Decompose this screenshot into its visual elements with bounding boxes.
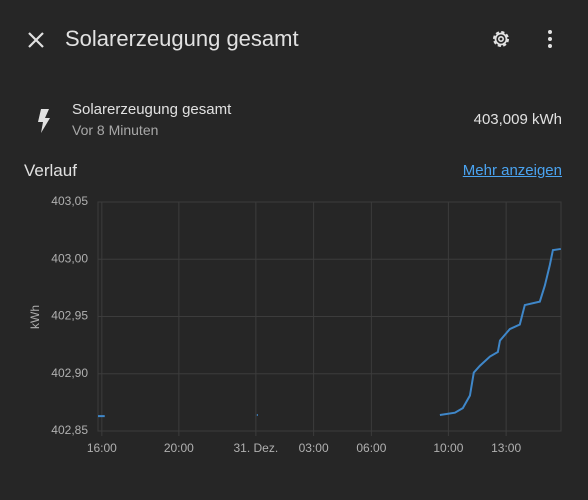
data-line (98, 247, 561, 418)
y-tick-label: 402,95 (51, 309, 88, 323)
y-tick-label: 402,90 (51, 366, 88, 380)
x-tick-label: 20:00 (164, 441, 194, 455)
x-tick-label: 10:00 (433, 441, 463, 455)
lightning-icon (38, 109, 50, 133)
y-tick-label: 403,05 (51, 194, 88, 208)
y-tick-label: 402,85 (51, 423, 88, 437)
dialog-title: Solarerzeugung gesamt (65, 26, 299, 51)
history-title: Verlauf (24, 161, 77, 180)
x-tick-label: 03:00 (299, 441, 329, 455)
x-tick-label: 06:00 (356, 441, 386, 455)
entity-state: 403,009 kWh (473, 111, 562, 128)
close-button[interactable] (24, 28, 48, 52)
x-tick-label: 16:00 (87, 441, 117, 455)
menu-button[interactable] (538, 27, 562, 51)
entity-name: Solarerzeugung gesamt (72, 101, 232, 118)
more-link[interactable]: Mehr anzeigen (462, 162, 562, 179)
last-changed: Vor 8 Minuten (72, 122, 159, 138)
settings-button[interactable] (489, 27, 513, 51)
y-tick-label: 403,00 (51, 251, 88, 265)
y-axis-label: kWh (28, 305, 42, 329)
x-tick-label: 31. Dez. (234, 441, 279, 455)
x-tick-label: 13:00 (491, 441, 521, 455)
